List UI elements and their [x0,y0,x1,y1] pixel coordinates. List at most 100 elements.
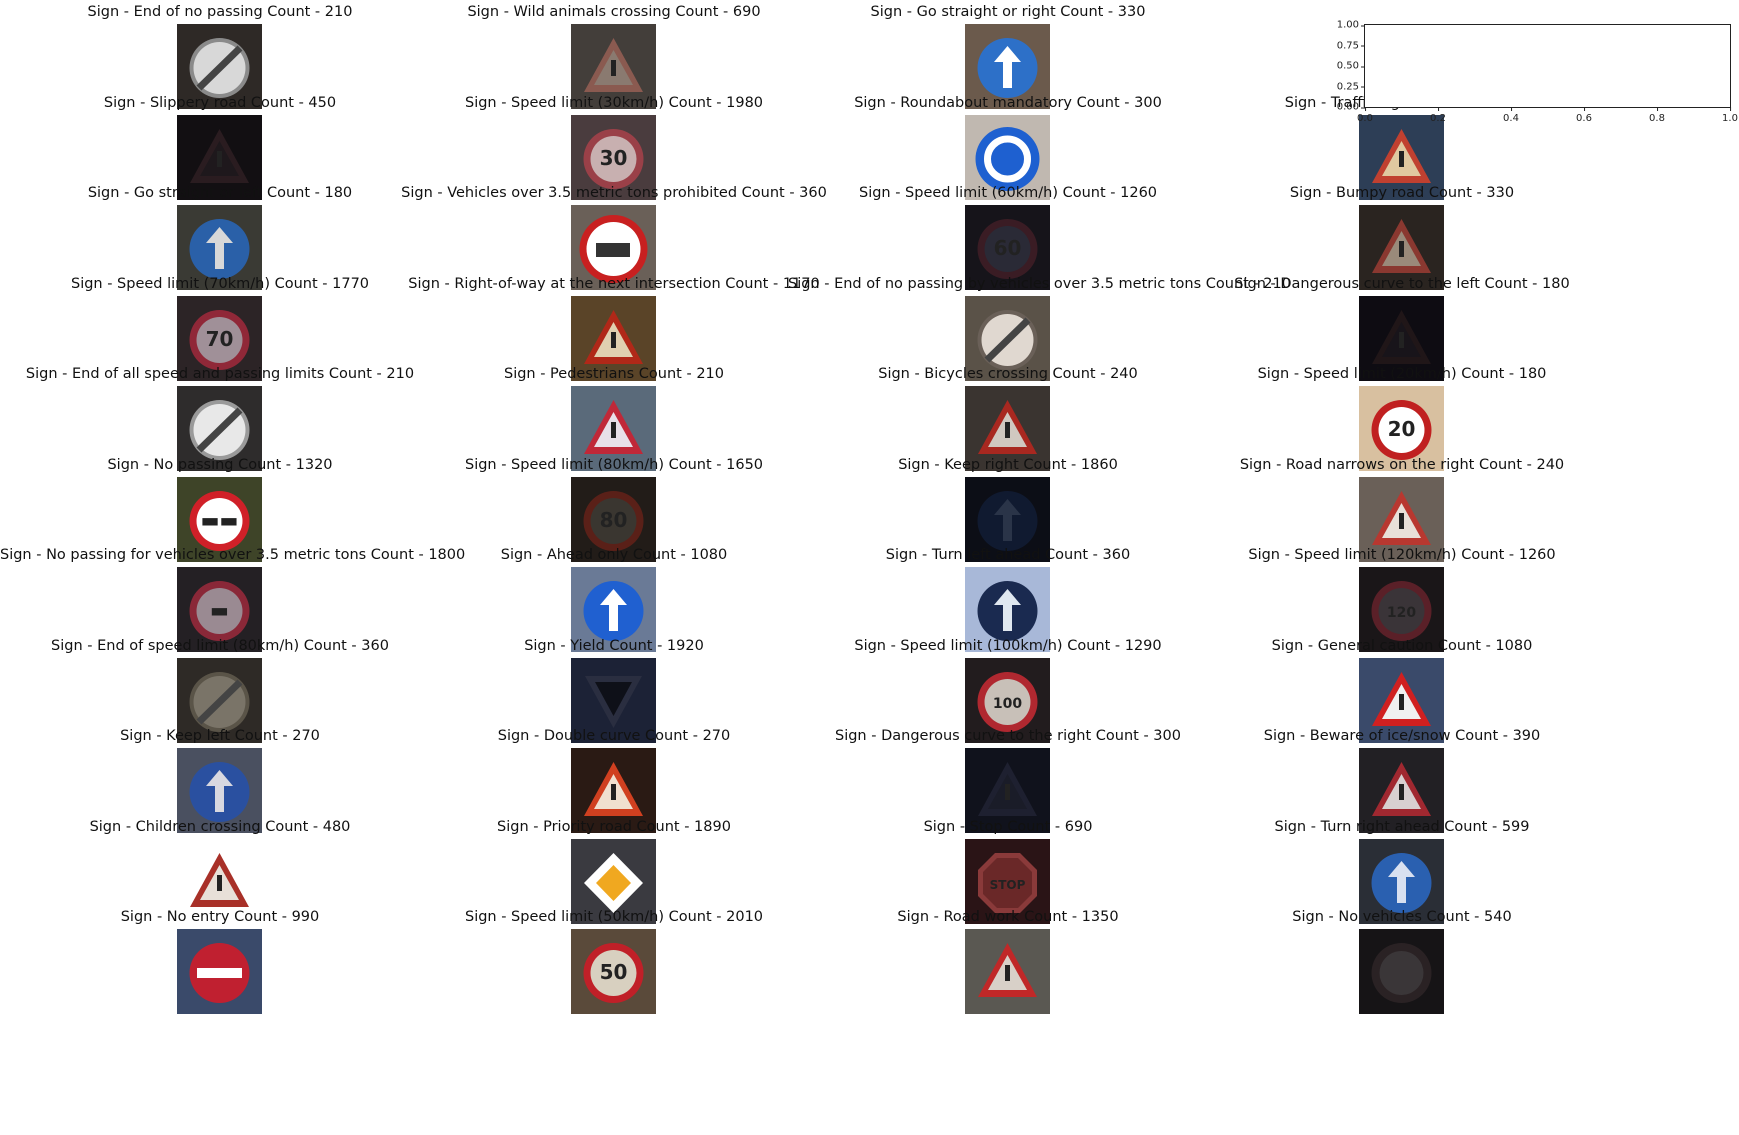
sign-image [177,748,262,833]
sign-image [1359,114,1444,200]
sign-image: 60 [965,205,1050,290]
sign-panel: Sign - Speed limit (20km/h) Count - 180 2… [1182,362,1622,471]
sign-image [571,386,656,471]
sign-panel: Sign - Go straight or left Count - 180 [0,181,440,290]
panel-title: Sign - End of all speed and passing limi… [25,366,415,382]
panel-title: Sign - Road work Count - 1350 [897,909,1119,925]
triangle-icon [1372,128,1431,183]
sign-image: 80 [571,476,656,562]
sign-label: 50 [600,960,628,984]
sign-image [177,386,262,471]
sign-image: 120 [1359,567,1444,652]
sign-panel: Sign - Double curve Count - 270 [394,724,834,833]
sign-panel: Sign - No passing for vehicles over 3.5 … [0,543,466,652]
sign-panel: Sign - Speed limit (70km/h) Count - 1770… [0,272,440,381]
sign-label: 20 [1388,417,1416,441]
sign-image [571,24,656,109]
sign-panel: Sign - Speed limit (50km/h) Count - 2010… [394,905,834,1014]
blue-arrow-icon [977,581,1038,641]
triangle-icon [978,400,1037,454]
panel-title: Sign - Speed limit (20km/h) Count - 180 [1257,366,1547,382]
y-tick-label: 0.50 [1336,60,1366,72]
speed-icon [1371,581,1432,641]
sign-panel: Sign - General caution Count - 1080 [1182,634,1622,743]
sign-panel: Sign - Speed limit (100km/h) Count - 129… [788,634,1228,743]
sign-panel: Sign - Pedestrians Count - 210 [394,362,834,471]
sign-panel: Sign - Road narrows on the right Count -… [1182,453,1622,562]
circle-slash-icon [189,400,250,460]
sign-panel: Sign - Priority road Count - 1890 [394,815,834,924]
sign-image [177,114,262,200]
speed-icon [189,309,250,370]
speed-icon [583,128,644,189]
blue-arrow-icon [977,490,1038,551]
triangle-icon [584,38,643,92]
triangle-icon [1372,219,1431,273]
panel-title: Sign - Keep right Count - 1860 [898,456,1118,473]
sign-panel: Sign - Speed limit (80km/h) Count - 1650… [394,453,834,562]
sign-image [1359,476,1444,562]
sign-label: ▬ [210,598,229,622]
speed-icon [583,943,644,1003]
panel-title: Sign - Bicycles crossing Count - 240 [878,366,1138,382]
panel-title: Sign - Slippery road Count - 450 [103,94,337,111]
panel-title: Sign - Go straight or left Count - 180 [87,185,353,201]
triangle-icon [190,128,249,183]
panel-title: Sign - Speed limit (120km/h) Count - 126… [1248,547,1556,563]
panel-title: Sign - No passing Count - 1320 [107,456,333,473]
sign-panel: Sign - Speed limit (120km/h) Count - 126… [1182,543,1622,652]
y-tick-label: 0.75 [1336,40,1366,51]
sign-panel: Sign - No entry Count - 990 [0,905,440,1014]
sign-panel: Sign - No passing Count - 1320 ▬▬ [0,453,440,562]
yield-icon [585,675,642,728]
sign-image [965,567,1050,652]
sign-panel: Sign - Vehicles over 3.5 metric tons pro… [394,181,834,290]
sign-label: 70 [206,327,234,351]
sign-panel: Sign - Slippery road Count - 450 [0,91,440,200]
panel-title: Sign - No passing for vehicles over 3.5 … [0,547,466,563]
sign-image: 50 [571,929,656,1014]
diamond-icon [584,852,643,913]
sign-image [177,929,262,1014]
speed-icon [1371,400,1432,460]
sign-image: ▬ [177,567,262,652]
y-tick-label: 1.00 [1336,19,1366,31]
triangle-icon [1372,762,1431,816]
panel-title: Sign - Speed limit (70km/h) Count - 1770 [70,275,370,292]
truck-icon [579,215,648,283]
sign-panel: Sign - Children crossing Count - 480 [0,815,440,924]
triangle-icon [1372,490,1431,545]
sign-panel: Sign - No vehicles Count - 540 [1182,905,1622,1014]
circle-slash-icon [189,671,250,732]
x-tick-label: 1.0 [1722,107,1738,124]
sign-panel: Sign - End of all speed and passing limi… [0,362,440,471]
sign-label: 60 [994,236,1022,260]
x-tick-label: 0.6 [1576,107,1592,124]
sign-image [965,929,1050,1014]
triangle-icon [978,943,1037,997]
panel-title: Sign - Wild animals crossing Count - 690 [467,4,761,20]
panel-title: Sign - Double curve Count - 270 [497,728,731,744]
sign-image: 70 [177,295,262,381]
sign-image [177,24,262,109]
empty-axes: 0.00 0.25 0.50 0.75 1.00 0.0 0.2 0.4 0.6 0.8 1.0 [1337,20,1738,125]
panel-title: Sign - Vehicles over 3.5 metric tons pro… [401,185,827,201]
sign-image [965,386,1050,471]
panel-title: Sign - Dangerous curve to the left Count… [1234,275,1570,292]
panel-title: Sign - Speed limit (80km/h) Count - 1650 [464,456,764,473]
sign-label: 100 [993,696,1022,712]
triangle-icon [584,309,643,364]
sign-image [177,205,262,290]
sign-panel: Sign - End of no passing by vehicles ove… [788,272,1291,381]
sign-panel: Sign - Dangerous curve to the right Coun… [788,724,1228,833]
x-tick-label: 0.4 [1503,107,1519,124]
panel-title: Sign - Ahead only Count - 1080 [500,547,728,563]
sign-image: 20 [1359,386,1444,471]
roundabout-icon [975,126,1040,191]
x-tick-label: 0.2 [1430,107,1446,124]
sign-panel: Sign - Ahead only Count - 1080 [394,543,834,652]
sign-image [177,657,262,743]
sign-panel: Sign - Speed limit (30km/h) Count - 1980… [394,91,834,200]
panel-title: Sign - Priority road Count - 1890 [497,818,731,835]
sign-panel: Sign - Beware of ice/snow Count - 390 [1182,724,1622,833]
